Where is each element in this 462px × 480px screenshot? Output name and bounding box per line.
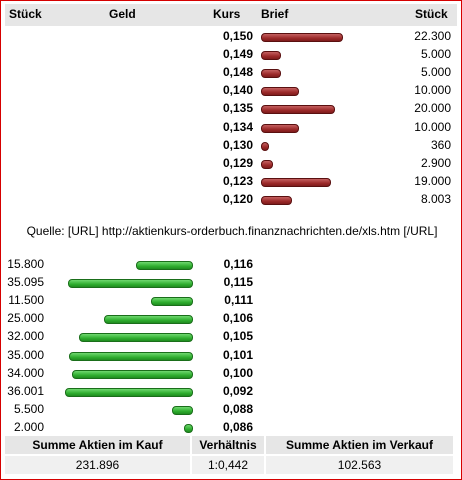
buy-kurs: 0,106 [222,311,253,326]
footer-ratio-label: Verhältnis [199,438,257,452]
buy-kurs: 0,116 [223,257,253,271]
buy-volume-bar [72,369,193,379]
buy-volume-bar [136,261,193,270]
buy-kurs: 0,092 [222,383,253,398]
sell-stueck: 5.000 [420,65,451,80]
sell-kurs: 0,149 [222,47,253,62]
buy-volume-bar [104,315,193,325]
buy-stueck: 11.500 [8,293,44,308]
header-kurs: Kurs [213,7,241,21]
footer-kauf-cell: 231.896 [5,456,190,474]
buy-stueck: 32.000 [7,329,44,344]
buy-volume-bar [172,405,193,415]
footer-kauf-label: Summe Aktien im Kauf [32,438,163,452]
buy-kurs: 0,111 [224,293,253,308]
sell-kurs: 0,123 [222,173,253,188]
buy-stueck: 34.000 [7,365,44,380]
buy-volume-bar [151,297,193,307]
sell-volume-bar [261,51,281,61]
footer-verkauf-cell: 102.563 [266,456,453,474]
footer-ratio-value: 1:0,442 [207,458,249,472]
sell-volume-bar [261,69,281,79]
sell-stueck: 20.000 [414,101,451,116]
buy-kurs: 0,105 [222,329,253,344]
header-brief: Brief [261,7,289,21]
sell-volume-bar [261,141,269,151]
buy-stueck: 25.000 [7,311,44,326]
buy-stueck: 36.001 [7,383,44,398]
footer-kauf-header: Summe Aktien im Kauf [5,436,190,454]
buy-kurs: 0,115 [223,275,253,290]
sell-kurs: 0,120 [222,191,253,206]
sell-kurs: 0,130 [222,137,253,152]
sell-volume-bar [261,105,335,115]
buy-kurs: 0,101 [222,347,253,362]
sell-stueck: 10.000 [414,119,451,134]
header-stueck-left: Stück [9,7,42,21]
header-stueck-right: Stück [415,7,448,21]
sell-volume-bar [261,123,299,133]
buy-stueck: 5.500 [13,401,44,416]
buy-kurs: 0,086 [222,419,253,434]
source-line: Quelle: [URL] http://aktienkurs-orderbuc… [26,224,438,238]
sell-stueck: 10.000 [414,83,451,98]
sell-stueck: 22.300 [414,29,451,43]
sell-kurs: 0,134 [222,119,253,134]
sell-volume-bar [261,159,273,169]
buy-volume-bar [79,333,193,343]
sell-stueck: 2.900 [420,155,451,170]
buy-volume-bar [184,423,193,433]
orderbook-header: Stück Geld Kurs Brief Stück [5,4,457,26]
buy-kurs: 0,100 [222,365,253,380]
footer-kauf-value: 231.896 [75,458,120,472]
sell-volume-bar [261,33,343,42]
buy-stueck: 2.000 [13,419,44,434]
sell-kurs: 0,148 [222,65,253,80]
sell-stueck: 8.003 [420,191,451,206]
sell-kurs: 0,150 [222,29,253,43]
footer-verkauf-label: Summe Aktien im Verkauf [286,438,433,452]
buy-volume-bar [65,387,193,397]
buy-volume-bar [69,351,193,361]
buy-volume-bar [68,279,193,289]
footer-ratio-cell: 1:0,442 [192,456,264,474]
footer-verkauf-header: Summe Aktien im Verkauf [266,436,453,454]
sell-kurs: 0,140 [222,83,253,98]
sell-stueck: 19.000 [414,173,451,188]
sell-kurs: 0,129 [222,155,253,170]
header-geld: Geld [109,7,136,21]
buy-stueck: 35.000 [7,347,44,362]
sell-stueck: 360 [430,137,451,152]
footer-verkauf-value: 102.563 [337,458,382,472]
sell-stueck: 5.000 [420,47,451,62]
sell-volume-bar [261,195,292,205]
buy-stueck: 35.095 [7,275,44,290]
sell-volume-bar [261,87,299,97]
buy-kurs: 0,088 [222,401,253,416]
sell-volume-bar [261,177,331,187]
sell-kurs: 0,135 [222,101,253,116]
buy-stueck: 15.800 [7,257,44,271]
footer-ratio-header: Verhältnis [192,436,264,454]
